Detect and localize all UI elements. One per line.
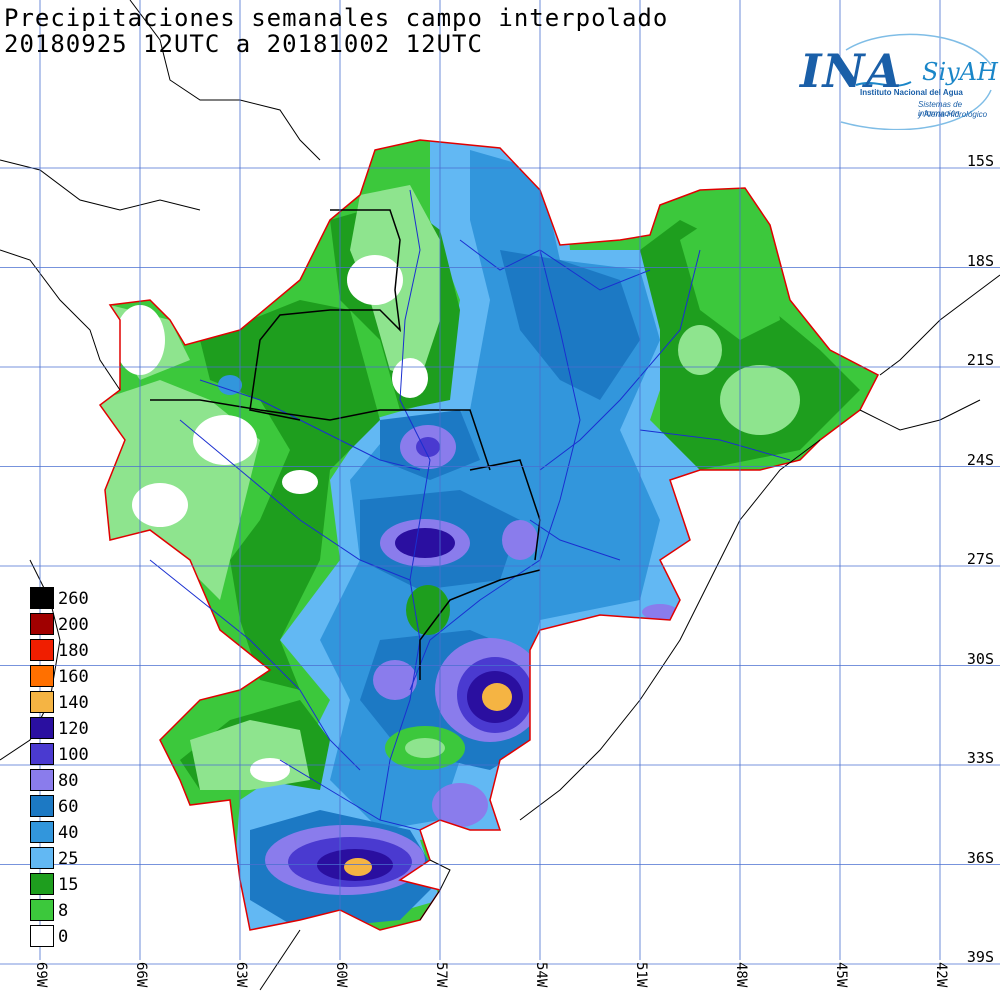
longitude-label: 42W xyxy=(933,962,949,988)
legend-label: 0 xyxy=(58,927,69,947)
field-0-b xyxy=(392,358,428,398)
legend-swatch xyxy=(30,925,54,947)
longitude-label: 69W xyxy=(33,962,49,988)
field-8-east xyxy=(680,200,780,340)
legend-label: 25 xyxy=(58,849,79,869)
latitude-label: 24S xyxy=(966,450,994,469)
field-140-c xyxy=(482,683,512,711)
latitude-label: 30S xyxy=(966,649,994,668)
legend-label: 60 xyxy=(58,797,79,817)
logo-ina-text: INA xyxy=(800,44,903,98)
legend-swatch xyxy=(30,795,54,817)
logo-tagline-1: Sistemas de información xyxy=(918,100,963,118)
legend-label: 100 xyxy=(58,745,89,765)
legend-swatch xyxy=(30,873,54,895)
field-0-h xyxy=(218,375,242,395)
field-80-f xyxy=(373,660,417,700)
legend-label: 200 xyxy=(58,615,89,635)
logo-subtitle: Instituto Nacional del Agua xyxy=(860,88,963,97)
latitude-label: 15S xyxy=(966,152,994,170)
latitude-label: 18S xyxy=(966,251,994,270)
field-0-g xyxy=(250,758,290,782)
longitude-label: 54W xyxy=(533,962,549,988)
legend-swatch xyxy=(30,821,54,843)
logo-swoosh-icon xyxy=(840,33,992,130)
map-period: 20180925 12UTC a 20181002 12UTC xyxy=(4,30,483,58)
field-green-c xyxy=(405,738,445,758)
ina-siyah-logo: INA SiyAH Instituto Nacional del Agua Si… xyxy=(796,30,998,130)
legend-label: 160 xyxy=(58,667,89,687)
legend-label: 15 xyxy=(58,875,79,895)
longitude-label: 48W xyxy=(733,962,749,988)
legend-label: 140 xyxy=(58,693,89,713)
legend-swatch xyxy=(30,899,54,921)
field-0-a xyxy=(347,255,403,305)
legend-label: 260 xyxy=(58,589,89,609)
logo-tagline-2: y Alerta Hidrológico xyxy=(918,110,988,119)
map-title: Precipitaciones semanales campo interpol… xyxy=(4,4,669,32)
longitude-label: 63W xyxy=(233,962,249,988)
legend-swatch xyxy=(30,717,54,739)
legend-swatch xyxy=(30,665,54,687)
latitude-label: 33S xyxy=(966,749,994,767)
field-140-d xyxy=(344,858,372,876)
latitude-label: 27S xyxy=(966,550,994,568)
legend-swatch xyxy=(30,639,54,661)
legend-label: 180 xyxy=(58,641,89,661)
inner-borders xyxy=(150,209,541,680)
legend-label: 120 xyxy=(58,719,89,739)
longitude-label: 66W xyxy=(133,962,149,988)
field-80-h xyxy=(502,520,538,560)
longitude-label: 51W xyxy=(633,962,649,988)
legend-swatch xyxy=(30,613,54,635)
legend-swatch xyxy=(30,847,54,869)
field-100-a xyxy=(416,437,440,457)
field-80-g xyxy=(642,604,678,620)
latitude-label: 21S xyxy=(966,351,994,369)
field-0-e xyxy=(282,470,318,494)
legend-label: 80 xyxy=(58,771,79,791)
graticule xyxy=(0,0,1000,965)
longitude-label: 57W xyxy=(433,962,449,988)
logo-siyah-text: SiyAH xyxy=(922,58,998,86)
field-0-c xyxy=(193,415,257,465)
field-15-west xyxy=(200,300,380,690)
legend-swatch xyxy=(30,691,54,713)
legend-swatch xyxy=(30,587,54,609)
latitude-label: 36S xyxy=(966,848,994,867)
field-100-b xyxy=(395,528,455,558)
legend-swatch xyxy=(30,743,54,765)
field-80-e xyxy=(432,783,488,827)
legend-swatch xyxy=(30,769,54,791)
field-8-east2 xyxy=(720,365,800,435)
rivers xyxy=(149,189,791,831)
latitude-label: 39S xyxy=(966,948,994,966)
legend-label: 40 xyxy=(58,823,79,843)
precipitation-field xyxy=(100,140,878,930)
field-0-d xyxy=(132,483,188,527)
legend-label: 8 xyxy=(58,901,69,921)
longitude-label: 45W xyxy=(833,962,849,988)
field-8-east3 xyxy=(678,325,722,375)
longitude-label: 60W xyxy=(333,962,349,988)
